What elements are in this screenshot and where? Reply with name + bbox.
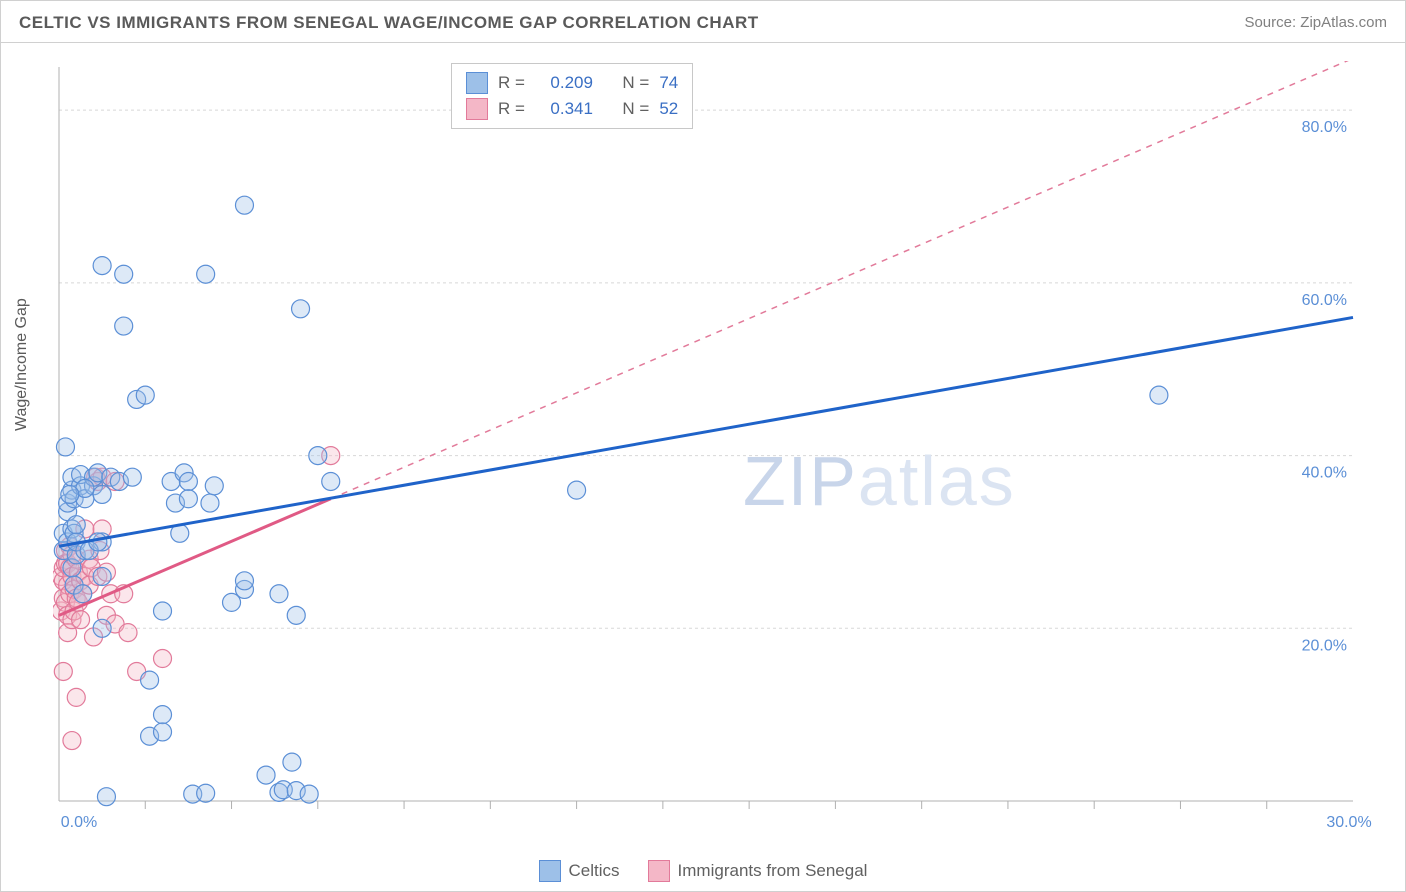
legend-item: Immigrants from Senegal (648, 860, 868, 882)
data-point (287, 606, 305, 624)
data-point (235, 572, 253, 590)
data-point (205, 477, 223, 495)
data-point (123, 468, 141, 486)
x-tick-label: 0.0% (61, 814, 97, 831)
y-tick-label: 80.0% (1302, 119, 1347, 136)
data-point (93, 619, 111, 637)
legend-item: Celtics (539, 860, 620, 882)
stats-r-value: 0.341 (535, 96, 593, 122)
data-point (197, 784, 215, 802)
y-tick-label: 60.0% (1302, 292, 1347, 309)
chart-source: Source: ZipAtlas.com (1244, 14, 1387, 31)
data-point (61, 485, 79, 503)
legend-swatch (539, 860, 561, 882)
y-tick-label: 40.0% (1302, 465, 1347, 482)
data-point (63, 732, 81, 750)
data-point (154, 650, 172, 668)
data-point (93, 567, 111, 585)
x-tick-label: 30.0% (1326, 814, 1371, 831)
data-point (93, 257, 111, 275)
legend-label: Celtics (569, 861, 620, 881)
chart-container: CELTIC VS IMMIGRANTS FROM SENEGAL WAGE/I… (0, 0, 1406, 892)
data-point (136, 386, 154, 404)
data-point (93, 485, 111, 503)
data-point (97, 788, 115, 806)
data-point (270, 585, 288, 603)
data-point (154, 602, 172, 620)
plot-area: 20.0%40.0%60.0%80.0%0.0%30.0% ZIPatlas R… (53, 61, 1373, 831)
legend-swatch (466, 98, 488, 120)
stats-legend: R = 0.209 N = 74 R = 0.341 N = 52 (451, 63, 693, 129)
chart-header: CELTIC VS IMMIGRANTS FROM SENEGAL WAGE/I… (1, 1, 1405, 43)
data-point (154, 723, 172, 741)
data-point (257, 766, 275, 784)
y-tick-label: 20.0% (1302, 637, 1347, 654)
legend-label: Immigrants from Senegal (678, 861, 868, 881)
data-point (197, 265, 215, 283)
data-point (300, 785, 318, 803)
stats-n-value: 52 (659, 96, 678, 122)
data-point (54, 662, 72, 680)
legend-swatch (648, 860, 670, 882)
stats-n-value: 74 (659, 70, 678, 96)
chart-svg: 20.0% 40.0% 60.0% 80.0% 0.0% 30.0% (53, 61, 1373, 831)
data-point (235, 196, 253, 214)
data-point (309, 447, 327, 465)
legend-swatch (466, 72, 488, 94)
stats-n-label: N = (622, 96, 649, 122)
stats-r-value: 0.209 (535, 70, 593, 96)
stats-r-label: R = (498, 96, 525, 122)
stats-row: R = 0.341 N = 52 (466, 96, 678, 122)
data-point (67, 688, 85, 706)
data-point (322, 472, 340, 490)
chart-title: CELTIC VS IMMIGRANTS FROM SENEGAL WAGE/I… (19, 13, 759, 33)
data-point (292, 300, 310, 318)
data-point (568, 481, 586, 499)
bottom-legend: Celtics Immigrants from Senegal (1, 860, 1405, 887)
data-point (115, 317, 133, 335)
data-point (283, 753, 301, 771)
trend-line (59, 317, 1353, 546)
data-point (179, 472, 197, 490)
data-point (201, 494, 219, 512)
data-point (72, 611, 90, 629)
data-point (56, 438, 74, 456)
y-axis-label: Wage/Income Gap (13, 298, 31, 431)
data-point (115, 265, 133, 283)
data-point (67, 516, 85, 534)
data-point (154, 706, 172, 724)
data-point (1150, 386, 1168, 404)
stats-n-label: N = (622, 70, 649, 96)
data-point (141, 671, 159, 689)
data-point (74, 585, 92, 603)
data-point (179, 490, 197, 508)
data-point (119, 624, 137, 642)
stats-r-label: R = (498, 70, 525, 96)
stats-row: R = 0.209 N = 74 (466, 70, 678, 96)
